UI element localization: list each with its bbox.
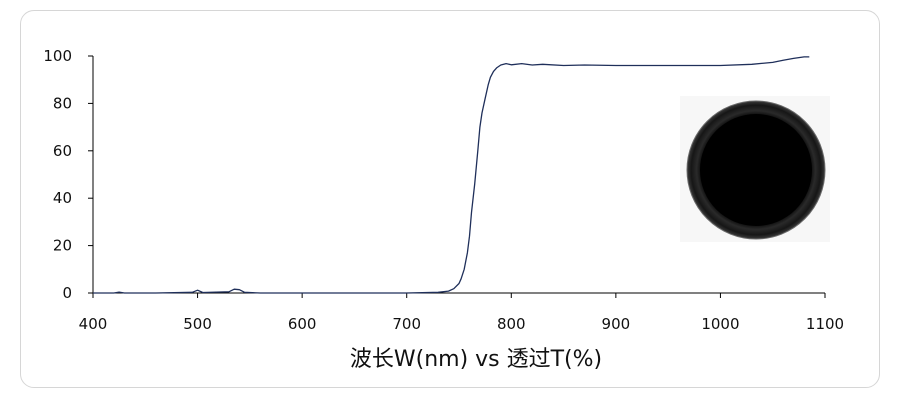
y-tick-label: 0 (62, 284, 72, 302)
x-tick-label: 500 (183, 315, 212, 333)
y-tick-label: 40 (53, 189, 72, 207)
transmission-curve (93, 56, 810, 294)
x-tick-label: 400 (79, 315, 108, 333)
x-axis-ticks: 400 500 600 700 800 900 1000 1100 (79, 293, 844, 333)
y-tick-label: 20 (53, 237, 72, 255)
y-tick-label: 100 (43, 47, 72, 65)
x-tick-label: 900 (602, 315, 631, 333)
y-axis-ticks: 0 20 40 60 80 100 (43, 47, 93, 302)
x-tick-label: 700 (392, 315, 421, 333)
x-tick-label: 800 (497, 315, 526, 333)
x-axis-label: 波长W(nm) vs 透过T(%) (350, 347, 602, 372)
y-tick-label: 60 (53, 142, 72, 160)
filter-disc-image (680, 96, 830, 242)
axes (92, 56, 825, 294)
x-tick-label: 1100 (806, 315, 844, 333)
x-tick-label: 600 (288, 315, 317, 333)
y-tick-label: 80 (53, 94, 72, 112)
x-tick-label: 1000 (701, 315, 739, 333)
series-layer (93, 56, 810, 294)
